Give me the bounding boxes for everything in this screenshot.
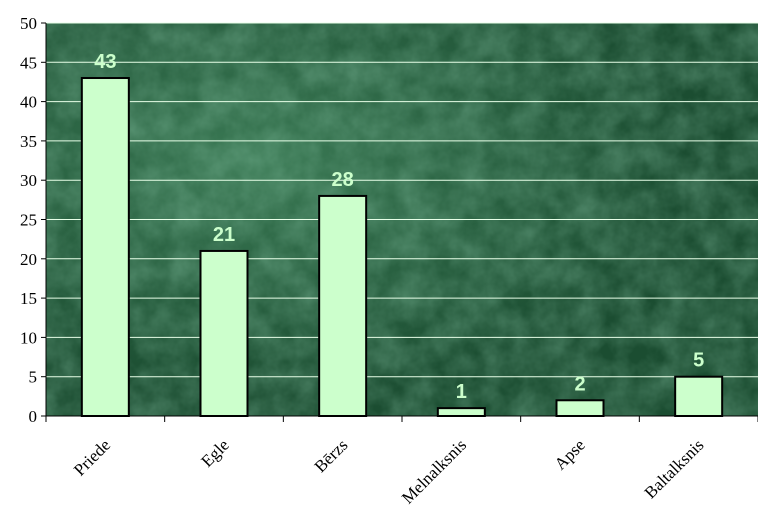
y-tick-label: 20 [20, 250, 37, 269]
y-axis-ticks: 0 5 10 15 20 25 30 35 40 45 50 [20, 14, 46, 426]
y-tick-label: 50 [20, 14, 37, 33]
data-label: 21 [213, 224, 235, 246]
y-tick-label: 35 [20, 132, 37, 151]
y-tick-label: 15 [20, 289, 37, 308]
bar-egle [199, 249, 249, 417]
x-tick-label: Egle [197, 435, 232, 470]
y-tick-label: 40 [20, 93, 37, 112]
bar-bērzs [318, 194, 368, 417]
x-tick-label: Melnalksnis [398, 435, 470, 507]
data-labels: 43 21 28 1 2 5 [94, 51, 704, 403]
x-axis-ticks: Priede Egle Bērzs Melnalksnis Apse Baltalksni… [45, 416, 758, 508]
data-label: 28 [332, 169, 354, 191]
x-tick-label: Apse [551, 435, 589, 473]
data-label: 2 [574, 373, 585, 395]
x-tick-label: Bērzs [311, 435, 352, 476]
bars [80, 77, 724, 418]
data-label: 43 [94, 51, 116, 73]
y-tick-label: 45 [20, 53, 37, 72]
data-label: 1 [456, 381, 467, 403]
y-tick-label: 10 [20, 328, 37, 347]
bar-apse [555, 399, 605, 417]
y-tick-label: 5 [29, 368, 38, 387]
data-label: 5 [693, 350, 704, 372]
gridlines [46, 22, 758, 378]
y-tick-label: 30 [20, 171, 37, 190]
bar-priede [80, 77, 130, 418]
y-tick-label: 25 [20, 211, 37, 230]
bar-baltalksnis [674, 375, 724, 418]
y-tick-label: 0 [29, 407, 38, 426]
bar-melnalksnis [436, 407, 486, 418]
x-tick-label: Priede [70, 435, 114, 479]
x-tick-label: Baltalksnis [641, 435, 708, 502]
